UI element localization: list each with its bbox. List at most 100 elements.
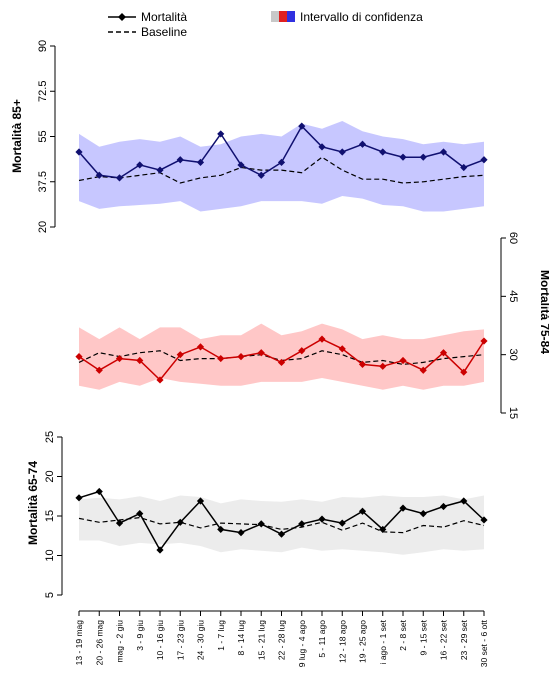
mortality-point-85plus xyxy=(196,158,205,166)
mortality-point-75-84 xyxy=(480,337,488,345)
x-tick-label: 24 - 30 giu xyxy=(196,620,206,660)
mortality-point-65-74 xyxy=(460,497,468,505)
y-tick-label-65-74: 15 xyxy=(44,510,56,522)
y-tick-label-75-84: 45 xyxy=(507,290,519,302)
mortality-point-85plus xyxy=(237,161,245,169)
mortality-point-65-74 xyxy=(196,497,205,505)
x-tick-label: 17 - 23 giu xyxy=(175,620,185,660)
mortality-point-85plus xyxy=(176,156,184,164)
mortality-point-75-84 xyxy=(95,366,103,374)
mortality-point-85plus xyxy=(358,140,367,148)
mortality-point-75-84 xyxy=(237,353,245,361)
mortality-point-75-84 xyxy=(439,349,448,357)
mortality-point-65-74 xyxy=(379,525,387,534)
mortality-point-75-84 xyxy=(136,356,144,365)
mortality-point-75-84 xyxy=(257,349,265,357)
legend-baseline-label: Baseline xyxy=(141,25,187,39)
x-tick-label: 1 - 7 lug xyxy=(216,620,226,651)
mortality-point-75-84 xyxy=(115,354,124,363)
x-axis: 13 - 19 mag 20 - 26 mag mag - 2 giu 3 - 9 g… xyxy=(74,610,489,668)
mortality-point-75-84 xyxy=(460,368,468,376)
mortality-point-65-74 xyxy=(237,528,245,537)
mortality-point-65-74 xyxy=(156,546,164,554)
mortality-point-65-74 xyxy=(480,516,488,524)
mortality-point-65-74 xyxy=(95,487,103,496)
y-tick-label-75-84: 15 xyxy=(507,407,519,419)
y-tick-label-75-84: 30 xyxy=(507,349,519,361)
legend-ci-swatch-red xyxy=(279,11,287,22)
y-tick-label-65-74: 25 xyxy=(44,431,56,443)
legend-ci-swatch-blue xyxy=(287,11,295,22)
mortality-point-85plus xyxy=(379,148,387,156)
legend-ci-label: Intervallo di confidenza xyxy=(300,10,423,24)
x-tick-label: 19 - 25 ago xyxy=(358,620,368,663)
mortality-point-75-84 xyxy=(358,360,367,368)
mortality-point-65-74 xyxy=(277,530,286,538)
mortality-point-75-84 xyxy=(217,354,225,363)
mortality-point-85plus xyxy=(298,122,306,130)
y-tick-label-85plus: 20 xyxy=(37,221,49,233)
legend-ci-swatch-grey xyxy=(271,11,279,22)
mortality-point-75-84 xyxy=(298,347,306,355)
mortality-point-85plus xyxy=(419,153,427,161)
mortality-point-65-74 xyxy=(298,520,306,528)
mortality-point-75-84 xyxy=(196,343,205,351)
mortality-point-75-84 xyxy=(379,362,387,370)
x-tick-label: 10 - 16 giu xyxy=(155,620,165,660)
y-tick-label-85plus: 55 xyxy=(37,130,49,142)
y-tick-label-85plus: 90 xyxy=(37,40,49,52)
mortality-point-85plus xyxy=(480,156,488,164)
mortality-point-85plus xyxy=(318,143,326,151)
mortality-point-65-74 xyxy=(419,510,427,518)
panel-75-84: Mortalità 75-84 15 30 45 60 xyxy=(75,232,549,419)
mortality-point-85plus xyxy=(257,171,265,179)
baseline-line-65-74 xyxy=(78,516,485,534)
x-tick-label: i ago - 1 set xyxy=(378,619,388,664)
mortality-point-65-74 xyxy=(318,515,326,523)
mortality-point-75-84 xyxy=(318,335,326,343)
mortality-point-65-74 xyxy=(176,518,184,526)
ci-band-75-84 xyxy=(79,323,484,390)
baseline-line-85plus xyxy=(78,156,485,184)
mortality-point-65-74 xyxy=(399,504,407,512)
x-tick-label: 9 - 15 set xyxy=(418,619,428,655)
ci-band-65-74 xyxy=(79,495,484,555)
mortality-point-85plus xyxy=(439,148,448,156)
panel-85plus: Mortalità 85+ 20 37.5 55 72.5 90 xyxy=(10,40,488,233)
x-tick-label: 9 lug - 4 ago xyxy=(297,620,307,668)
x-tick-label: 20 - 26 mag xyxy=(94,620,104,666)
mortality-point-85plus xyxy=(277,158,286,166)
y-tick-label-85plus: 72.5 xyxy=(37,81,49,102)
y-tick-label-65-74: 5 xyxy=(44,592,56,598)
mortality-point-85plus xyxy=(115,174,124,182)
x-tick-label: 22 - 28 lug xyxy=(277,620,287,660)
legend-mortality-label: Mortalità xyxy=(141,10,187,24)
x-tick-label: 23 - 29 set xyxy=(459,619,469,660)
mortality-point-85plus xyxy=(75,148,83,156)
y-axis-title-75-84: Mortalità 75-84 xyxy=(538,270,549,354)
y-axis-title-65-74: Mortalità 65-74 xyxy=(26,461,40,545)
x-tick-label: 8 - 14 lug xyxy=(236,620,246,656)
x-tick-label: 15 - 21 lug xyxy=(256,620,266,660)
mortality-point-75-84 xyxy=(338,345,346,353)
ci-band-85plus xyxy=(79,121,484,212)
mortality-point-85plus xyxy=(399,153,407,161)
x-tick-label: 2 - 8 set xyxy=(398,619,408,650)
mortality-point-65-74 xyxy=(136,510,144,518)
mortality-point-75-84 xyxy=(419,366,427,374)
mortality-point-65-74 xyxy=(257,520,265,528)
mortality-point-85plus xyxy=(338,148,346,156)
mortality-point-85plus xyxy=(217,130,225,138)
mortality-point-85plus xyxy=(156,166,164,174)
x-tick-label: 5 - 11 ago xyxy=(317,620,327,658)
mortality-point-75-84 xyxy=(399,356,407,365)
legend: Mortalità Baseline Intervallo di confide… xyxy=(108,10,423,39)
x-tick-label: 30 set - 6 ott xyxy=(479,619,489,667)
mortality-point-65-74 xyxy=(217,525,225,534)
mortality-point-75-84 xyxy=(277,358,286,367)
y-tick-label-85plus: 37.5 xyxy=(37,171,49,192)
mortality-point-65-74 xyxy=(115,519,124,527)
y-tick-label-65-74: 10 xyxy=(44,549,56,561)
